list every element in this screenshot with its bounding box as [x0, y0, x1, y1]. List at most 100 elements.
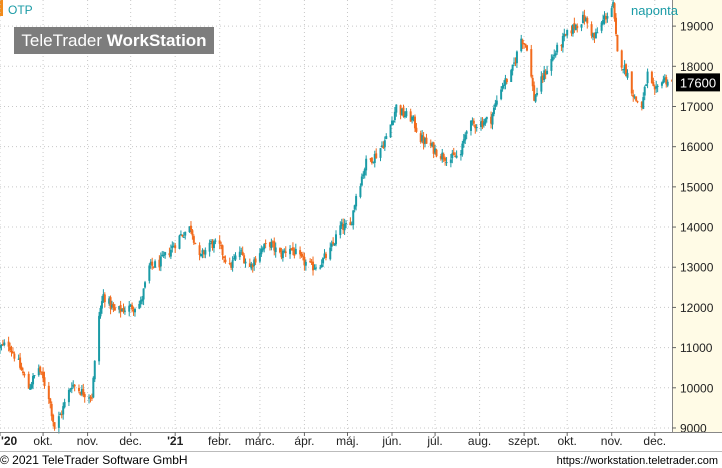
candle-body: [625, 64, 628, 77]
candle-body: [43, 377, 46, 387]
candle-body: [251, 265, 254, 268]
source-url: https://workstation.teletrader.com: [556, 455, 718, 467]
y-tick-label: 15000: [680, 180, 714, 194]
candle-body: [152, 266, 155, 268]
grid: [0, 0, 672, 432]
candle-body: [290, 248, 293, 250]
candle-body: [323, 253, 326, 257]
candle-body: [380, 145, 383, 148]
candle-body: [202, 251, 205, 255]
candle-body: [13, 353, 16, 359]
candle-body: [593, 32, 596, 38]
candle-body: [385, 136, 388, 139]
candle-body: [128, 305, 131, 312]
candle-body: [233, 258, 236, 260]
candle-body: [211, 240, 214, 249]
candle-body: [490, 116, 493, 124]
candle-body: [421, 135, 424, 142]
candle-body: [50, 403, 53, 417]
candle-body: [560, 45, 563, 47]
candle-body: [584, 18, 587, 22]
candle-body: [419, 133, 422, 143]
candle-body: [3, 342, 6, 346]
candle-body: [345, 223, 348, 225]
candle-body: [630, 71, 633, 94]
candle-body: [243, 255, 246, 264]
candle-body: [10, 350, 13, 352]
y-tick-label: 12000: [680, 301, 714, 315]
candle-body: [230, 263, 233, 268]
candle-body: [505, 78, 508, 83]
candle-body: [23, 373, 26, 376]
candle-body: [52, 415, 55, 422]
candle-body: [82, 389, 85, 396]
candle-body: [465, 131, 468, 134]
candle-body: [103, 294, 106, 303]
candle-body: [586, 17, 589, 24]
candle-body: [623, 65, 626, 71]
candle-body: [27, 373, 30, 389]
x-tick-label: okt.: [558, 434, 577, 448]
candle-body: [284, 251, 287, 253]
candle-body: [382, 145, 385, 148]
candle-body: [119, 305, 122, 313]
candle-body: [594, 32, 597, 39]
candle-body: [179, 234, 182, 236]
candle-body: [174, 245, 177, 249]
candle-body: [258, 253, 261, 262]
candle-body: [340, 222, 343, 227]
x-tick-label: okt.: [33, 434, 52, 448]
candle-body: [60, 414, 63, 416]
candle-body: [373, 153, 376, 164]
candle-body: [40, 371, 43, 373]
candle-body: [652, 81, 655, 86]
candle-body: [279, 248, 281, 253]
candle-body: [72, 384, 75, 387]
candle-body: [301, 255, 304, 257]
candle-body: [201, 250, 204, 253]
candle-body: [263, 244, 266, 250]
candle-body: [561, 36, 564, 48]
candle-body: [602, 19, 605, 24]
x-tick-label: '21: [167, 434, 184, 448]
candle-body: [480, 121, 483, 128]
candle-body: [261, 248, 264, 251]
candle-body: [264, 243, 267, 245]
candle-body: [324, 253, 327, 258]
candle-body: [564, 34, 567, 36]
candle-body: [210, 241, 213, 243]
candle-body: [312, 261, 315, 271]
candle-body: [550, 58, 553, 71]
candle-body: [464, 134, 467, 141]
candle-body: [77, 387, 80, 392]
candle-body: [424, 138, 427, 144]
candle-body: [369, 158, 372, 160]
candle-body: [494, 103, 497, 107]
candle-body: [214, 240, 217, 242]
y-tick-label: 11000: [680, 341, 713, 355]
candle-body: [640, 102, 643, 108]
accent-bar: [0, 0, 3, 16]
candle-body: [271, 241, 274, 243]
candle-body: [280, 252, 283, 258]
candle-body: [268, 242, 271, 247]
candle-body: [643, 86, 646, 96]
candle-body: [656, 85, 659, 87]
candle-body: [90, 397, 93, 399]
candle-body: [603, 15, 606, 20]
candle-body: [121, 309, 124, 311]
candle-body: [49, 398, 52, 404]
candle-body: [270, 241, 273, 248]
candle-body: [333, 243, 336, 246]
candle-body: [383, 140, 386, 148]
candle-body: [21, 371, 24, 374]
candle-body: [431, 143, 434, 147]
candle-body: [622, 69, 625, 71]
candle-body: [231, 260, 234, 268]
candle-body: [541, 75, 544, 80]
candle-body: [322, 257, 325, 264]
candle-body: [73, 384, 76, 387]
candle-body: [655, 86, 658, 89]
candle-body: [108, 298, 111, 304]
candle-body: [228, 263, 231, 265]
